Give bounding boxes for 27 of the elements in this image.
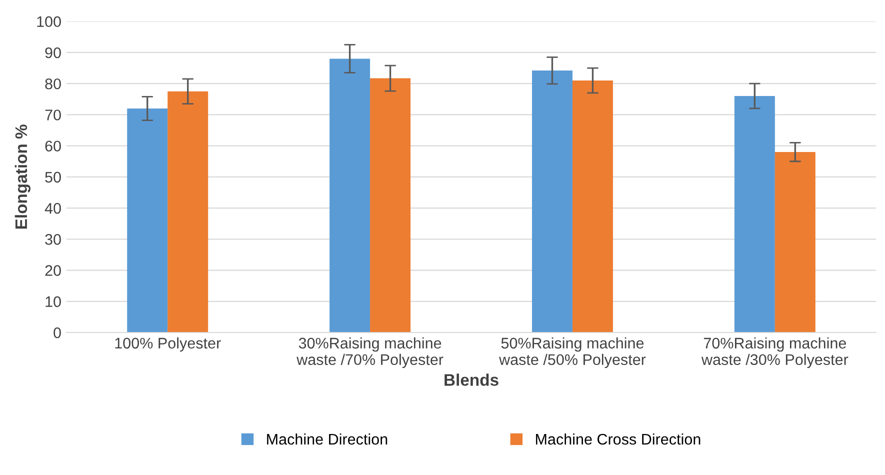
x-tick-label: 70%Raising machine waste /30% Polyester xyxy=(701,337,848,368)
bar xyxy=(330,58,370,332)
y-tick-label: 0 xyxy=(54,327,61,338)
legend-label: Machine Direction xyxy=(267,433,388,445)
y-tick-label: 70 xyxy=(45,110,61,120)
y-axis-title: Elongation % xyxy=(14,124,30,229)
x-tick-label: 50%Raising machine waste /50% Polyester xyxy=(499,337,646,368)
bar xyxy=(774,152,816,332)
bar xyxy=(370,78,411,332)
x-tick-label: 100% Polyester xyxy=(115,337,221,352)
y-tick-label: 40 xyxy=(44,202,61,214)
y-tick-label: 10 xyxy=(46,296,61,308)
y-tick-label: 100 xyxy=(37,16,61,28)
y-tick-label: 30 xyxy=(45,234,61,245)
x-axis-title: Blends xyxy=(444,374,498,386)
legend-label: Machine Cross Direction xyxy=(536,433,700,445)
bar xyxy=(127,108,168,332)
y-tick-label: 60 xyxy=(45,140,61,152)
bar xyxy=(572,80,613,332)
bar xyxy=(734,96,775,332)
y-tick-label: 50 xyxy=(45,172,61,183)
x-tick-label: 30%Raising machine waste /70% Polyester xyxy=(296,337,444,368)
bar xyxy=(168,91,208,332)
y-tick-label: 20 xyxy=(45,265,61,276)
bar xyxy=(532,70,572,332)
y-tick-label: 90 xyxy=(45,47,61,58)
y-tick-label: 80 xyxy=(45,78,61,90)
